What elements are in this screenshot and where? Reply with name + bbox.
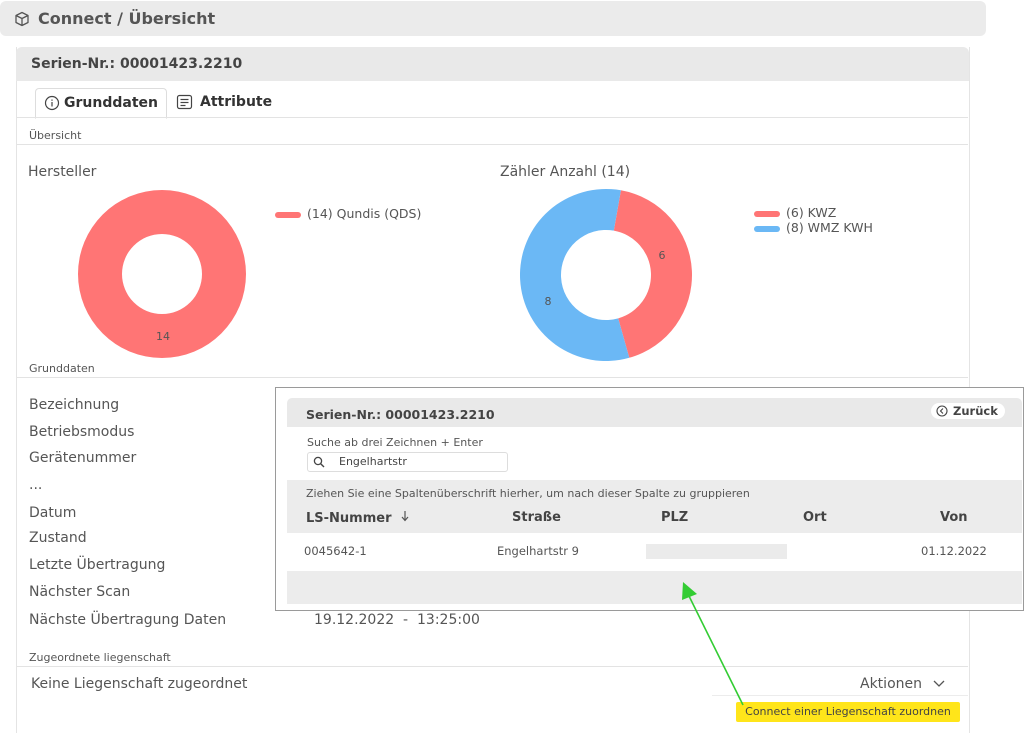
legend-label: (6) KWZ [786,205,837,220]
field-label-betriebsmodus: Betriebsmodus [29,424,135,440]
sort-descending-icon [401,511,409,522]
back-circle-icon [936,405,948,417]
breadcrumb-bar: Connect / Übersicht [0,1,986,36]
tab-grunddaten[interactable]: Grunddaten [35,88,167,119]
cell-ls-nummer: 0045642-1 [304,544,367,558]
tab-attribute-label: Attribute [200,94,273,110]
legend-item-kwz[interactable]: (6) KWZ [754,205,836,220]
column-header-ort[interactable]: Ort [803,510,827,525]
slice-value-label: 14 [156,330,170,343]
column-header-ls-nummer[interactable]: LS-Nummer [306,510,410,526]
overlay-header: Serien-Nr.: 00001423.2210 [287,398,1022,427]
divider [17,377,968,378]
chart-title-zaehler: Zähler Anzahl (14) [500,164,631,180]
legend-swatch [754,210,780,217]
column-header-von[interactable]: Von [940,510,968,525]
hersteller-donut-chart: 14 [78,190,246,358]
field-label-datum: Datum [29,505,77,521]
grid-header: Ziehen Sie eine Spaltenüberschrift hierh… [287,480,1022,533]
list-icon [176,94,193,110]
donut-slice[interactable] [78,190,246,358]
zaehler-donut-chart: 68 [520,189,692,361]
grid-footer [287,571,1022,604]
field-label-ellipsis: ... [29,477,43,493]
field-label-letzte-uebertragung: Letzte Übertragung [29,557,166,573]
chevron-down-icon [933,680,945,687]
cube-icon [15,11,29,27]
legend-swatch [754,225,780,232]
cell-plz-redacted [646,544,787,559]
field-label-zustand: Zustand [29,530,87,546]
tab-grunddaten-label: Grunddaten [64,95,158,111]
no-property-text: Keine Liegenschaft zugeordnet [31,676,248,692]
back-button[interactable]: Zurück [931,403,1005,419]
donut-slice[interactable] [520,189,630,361]
cell-von: 01.12.2022 [921,544,987,558]
legend-label: (14) Qundis (QDS) [307,206,422,221]
legend-item-qundis[interactable]: (14) Qundis (QDS) [275,206,421,221]
slice-value-label: 8 [545,295,552,308]
next-transfer-value: 19.12.2022 - 13:25:00 [314,612,480,628]
actions-dropdown[interactable]: Aktionen [860,676,946,692]
field-label-naechste-uebertragung: Nächste Übertragung Daten [29,612,227,628]
section-title-property: Zugeordnete liegenschaft [29,651,171,664]
legend-swatch [275,211,301,218]
search-value: Engelhartstr [339,455,407,468]
actions-divider [712,695,968,696]
column-header-plz[interactable]: PLZ [661,510,689,525]
column-header-label: LS-Nummer [306,511,392,526]
divider [17,144,968,145]
tab-divider [17,117,968,118]
info-circle-icon [44,95,60,111]
slice-value-label: 6 [659,249,666,262]
legend-label: (8) WMZ KWH [786,220,873,235]
field-label-geraetenummer: Gerätenummer [29,450,137,466]
actions-label: Aktionen [860,676,922,692]
cell-strasse: Engelhartstr 9 [497,544,579,558]
panel-header: Serien-Nr.: 00001423.2210 [16,47,969,81]
donut-slice[interactable] [613,190,692,358]
search-hint: Suche ab drei Zeichnen + Enter [307,436,483,449]
column-header-strasse[interactable]: Straße [512,510,561,525]
group-panel-hint[interactable]: Ziehen Sie eine Spaltenüberschrift hierh… [306,487,750,500]
tab-attribute[interactable]: Attribute [176,88,286,117]
search-input[interactable]: Engelhartstr [307,452,508,472]
legend-item-wmz-kwh[interactable]: (8) WMZ KWH [754,220,873,235]
connect-property-button[interactable]: Connect einer Liegenschaft zuordnen [736,702,960,722]
section-title-overview: Übersicht [29,129,82,142]
divider [17,666,968,667]
section-title-grunddaten: Grunddaten [29,362,95,375]
search-icon [313,456,325,468]
chart-title-hersteller: Hersteller [28,164,97,180]
overlay-title: Serien-Nr.: 00001423.2210 [306,407,495,422]
back-label: Zurück [953,404,998,418]
field-label-bezeichnung: Bezeichnung [29,397,120,413]
field-label-naechster-scan: Nächster Scan [29,584,131,600]
page-title: Connect / Übersicht [38,9,216,28]
serial-number-title: Serien-Nr.: 00001423.2210 [31,56,243,72]
